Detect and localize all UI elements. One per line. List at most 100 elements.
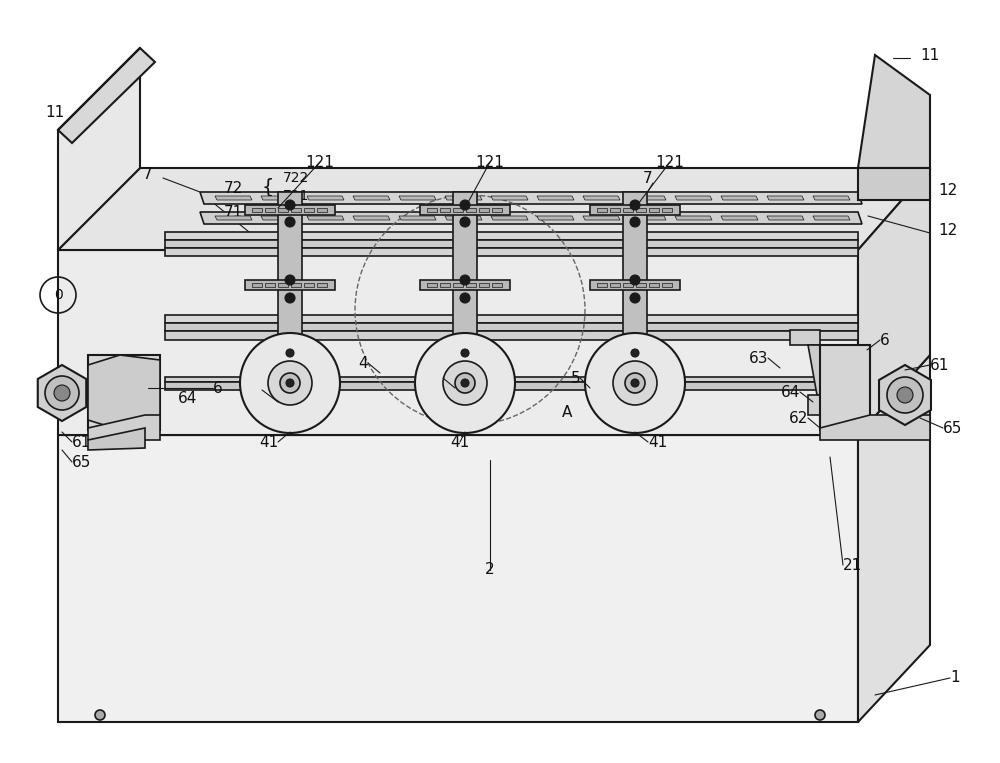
Text: 41: 41 xyxy=(259,434,278,449)
Polygon shape xyxy=(215,196,252,200)
Circle shape xyxy=(815,710,825,720)
Text: {: { xyxy=(262,178,274,197)
Polygon shape xyxy=(278,192,302,340)
Polygon shape xyxy=(88,355,160,430)
Polygon shape xyxy=(440,283,450,287)
Polygon shape xyxy=(466,208,476,212)
Text: 121: 121 xyxy=(656,154,684,169)
Circle shape xyxy=(45,376,79,410)
Polygon shape xyxy=(808,345,835,395)
Polygon shape xyxy=(820,345,870,430)
Polygon shape xyxy=(813,216,850,220)
Text: 65: 65 xyxy=(72,455,91,469)
Polygon shape xyxy=(252,208,262,212)
Circle shape xyxy=(585,333,685,433)
Polygon shape xyxy=(767,196,804,200)
Polygon shape xyxy=(610,208,620,212)
Polygon shape xyxy=(453,192,477,340)
Text: 12: 12 xyxy=(938,223,957,237)
Polygon shape xyxy=(662,283,672,287)
Circle shape xyxy=(461,349,469,357)
Polygon shape xyxy=(252,283,262,287)
Polygon shape xyxy=(808,395,835,415)
Polygon shape xyxy=(583,196,620,200)
Circle shape xyxy=(286,349,294,357)
Polygon shape xyxy=(88,415,160,440)
Polygon shape xyxy=(88,428,145,450)
Circle shape xyxy=(630,217,640,227)
Polygon shape xyxy=(399,216,436,220)
Text: 71: 71 xyxy=(224,204,243,220)
Polygon shape xyxy=(453,208,463,212)
Text: 11: 11 xyxy=(46,105,65,120)
Polygon shape xyxy=(623,283,633,287)
Polygon shape xyxy=(636,283,646,287)
Circle shape xyxy=(625,373,645,393)
Polygon shape xyxy=(721,216,758,220)
Circle shape xyxy=(460,293,470,303)
Circle shape xyxy=(54,385,70,401)
Polygon shape xyxy=(317,208,327,212)
Polygon shape xyxy=(353,196,390,200)
Circle shape xyxy=(613,361,657,405)
Text: 61: 61 xyxy=(72,434,91,449)
Polygon shape xyxy=(597,208,607,212)
Polygon shape xyxy=(466,283,476,287)
Text: 6: 6 xyxy=(213,381,223,395)
Circle shape xyxy=(443,361,487,405)
Polygon shape xyxy=(38,365,86,421)
Polygon shape xyxy=(813,196,850,200)
Circle shape xyxy=(461,379,469,387)
Polygon shape xyxy=(427,283,437,287)
Text: 41: 41 xyxy=(450,434,470,449)
Text: 6: 6 xyxy=(880,333,890,347)
Text: 41: 41 xyxy=(648,434,667,449)
Polygon shape xyxy=(590,205,680,215)
Polygon shape xyxy=(629,216,666,220)
Polygon shape xyxy=(245,205,335,215)
Polygon shape xyxy=(165,331,858,340)
Text: 64: 64 xyxy=(781,385,800,400)
Polygon shape xyxy=(58,48,155,143)
Polygon shape xyxy=(662,208,672,212)
Polygon shape xyxy=(165,315,858,323)
Text: 3: 3 xyxy=(433,371,443,385)
Polygon shape xyxy=(307,196,344,200)
Polygon shape xyxy=(399,196,436,200)
Polygon shape xyxy=(537,216,574,220)
Text: 7: 7 xyxy=(142,166,152,182)
Text: 7: 7 xyxy=(643,170,653,185)
Polygon shape xyxy=(675,196,712,200)
Polygon shape xyxy=(165,377,858,382)
Polygon shape xyxy=(353,216,390,220)
Text: 62: 62 xyxy=(789,410,808,426)
Polygon shape xyxy=(491,196,528,200)
Polygon shape xyxy=(649,283,659,287)
Circle shape xyxy=(630,275,640,285)
Text: 12: 12 xyxy=(938,182,957,198)
Polygon shape xyxy=(245,280,335,290)
Text: 11: 11 xyxy=(920,47,939,63)
Polygon shape xyxy=(278,283,288,287)
Polygon shape xyxy=(453,283,463,287)
Polygon shape xyxy=(721,196,758,200)
Polygon shape xyxy=(440,208,450,212)
Polygon shape xyxy=(58,355,930,435)
Polygon shape xyxy=(265,208,275,212)
Polygon shape xyxy=(820,415,930,440)
Polygon shape xyxy=(165,248,858,256)
Polygon shape xyxy=(858,168,930,435)
Circle shape xyxy=(460,200,470,210)
Polygon shape xyxy=(636,208,646,212)
Circle shape xyxy=(631,349,639,357)
Polygon shape xyxy=(200,192,862,204)
Circle shape xyxy=(897,387,913,403)
Polygon shape xyxy=(291,208,301,212)
Polygon shape xyxy=(291,283,301,287)
Circle shape xyxy=(280,373,300,393)
Circle shape xyxy=(630,200,640,210)
Circle shape xyxy=(285,217,295,227)
Polygon shape xyxy=(629,196,666,200)
Text: 5: 5 xyxy=(570,371,580,385)
Polygon shape xyxy=(492,283,502,287)
